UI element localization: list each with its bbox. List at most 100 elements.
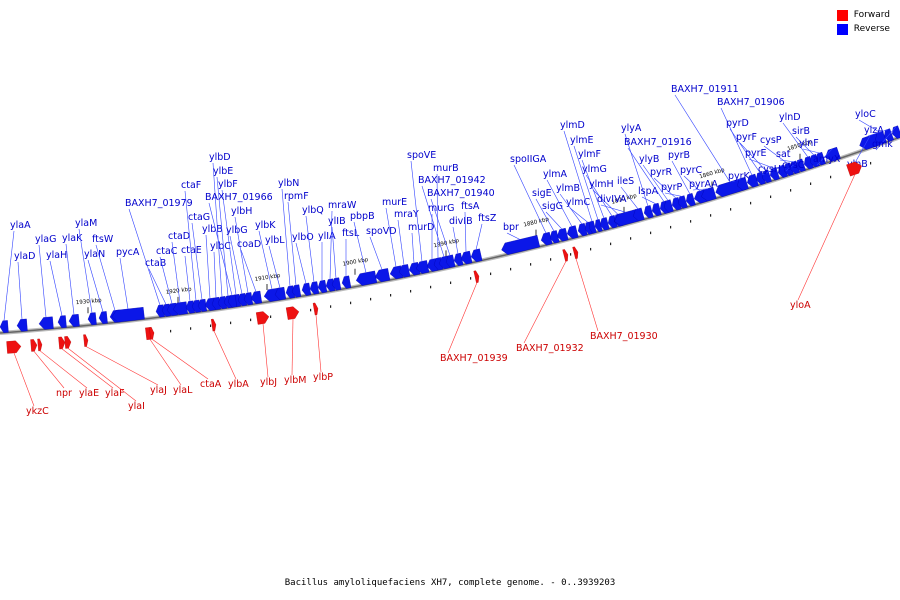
gene-leader-ylbn: [281, 188, 291, 287]
gene-label-npr: npr: [56, 388, 72, 399]
gene-leader-pyrf: [739, 142, 767, 172]
gene-label-sat: sat: [776, 149, 791, 160]
gene-leader-ykzc: [13, 352, 35, 407]
gene-label-baxh7-01940: BAXH7_01940: [427, 188, 495, 199]
gene-leader-ylib: [331, 226, 337, 279]
gene-leader-ylmh: [592, 189, 619, 215]
gene-leader-ylan: [87, 259, 104, 312]
gene-leader-ylbm: [291, 318, 294, 376]
gene-label-ylme: ylmE: [570, 135, 594, 146]
gene-label-ylza: ylzA: [864, 125, 884, 136]
gene-leader-ylbj: [262, 323, 269, 378]
minor-tick: [170, 329, 172, 333]
gene-leader-ctab: [148, 268, 167, 305]
gene-arrow-rpmf: [291, 284, 302, 298]
gene-leader-baxh7-01916: [627, 147, 665, 202]
gene-arrow-coad: [250, 290, 263, 304]
gene-leader-coad: [240, 249, 257, 292]
gene-leader-ylbl: [268, 245, 281, 288]
gene-leader-ylnf: [802, 148, 821, 154]
gene-label-baxh7-01930: BAXH7_01930: [590, 331, 658, 342]
gene-label-ylbk: ylbK: [255, 220, 276, 231]
tick-label: 1880 kbp: [523, 216, 550, 228]
gene-leader-pyraa: [692, 188, 709, 191]
gene-label-pyca: pycA: [116, 247, 140, 258]
gene-arrow-baxh7-01966: [227, 294, 238, 308]
gene-label-baxh7-01932: BAXH7_01932: [516, 343, 584, 354]
gene-leader-ctac: [159, 256, 173, 304]
gene-label-ylam: ylaM: [75, 218, 97, 229]
gene-arrow-pyrb: [685, 193, 696, 207]
gene-label-baxh7-01966: BAXH7_01966: [205, 192, 273, 203]
gene-leader-ylya: [624, 133, 649, 207]
minor-tick: [410, 289, 412, 293]
gene-leader-ylbp: [315, 314, 322, 373]
gene-leader-ctae: [184, 255, 191, 302]
gene-label-cysp: cysP: [760, 135, 782, 146]
forward-swatch: [836, 9, 848, 21]
gene-leader-amyx: [816, 148, 833, 166]
map-caption: Bacillus amyloliquefaciens XH7, complete…: [284, 578, 616, 588]
minor-tick: [670, 225, 672, 229]
gene-leader-spove: [410, 160, 423, 262]
minor-tick: [610, 242, 612, 246]
gene-arrow-pyrp: [677, 195, 688, 209]
gene-label-baxh7-01942: BAXH7_01942: [418, 175, 486, 186]
gene-label-ylak: ylaK: [62, 233, 83, 244]
gene-leader-ylbo: [295, 242, 307, 284]
gene-leader-ylbe: [216, 176, 229, 296]
minor-tick: [770, 195, 772, 199]
gene-leader-lspa: [641, 196, 657, 205]
gene-leader-baxh7-01940: [430, 198, 451, 256]
gene-label-ftsz: ftsZ: [478, 213, 497, 224]
gene-leader-mraw: [329, 210, 333, 280]
gene-label-spovd: spoVD: [366, 226, 397, 237]
gene-arrow-ylaj: [83, 334, 89, 347]
gene-leader-pyrp: [664, 192, 683, 197]
gene-leader-ylak: [65, 243, 75, 315]
gene-leader-murb: [436, 173, 439, 259]
gene-leader-ylyb: [642, 164, 669, 201]
gene-label-ylnf: ylnF: [799, 138, 819, 149]
gene-arrow-baxh7-01939: [473, 270, 480, 284]
gene-leader-sigg: [545, 211, 563, 230]
gene-label-cysc: cysC: [782, 160, 805, 171]
gene-leader-baxh7-01966: [208, 202, 233, 296]
gene-leader-ylbb: [205, 234, 211, 299]
gene-label-murb: murB: [433, 163, 459, 174]
gene-leader-ylza: [867, 129, 889, 137]
gene-label-ylae: ylaE: [79, 388, 99, 399]
gene-label-ylad: ylaD: [14, 251, 35, 262]
gene-label-baxh7-01939: BAXH7_01939: [440, 353, 508, 364]
gene-label-pyrp: pyrP: [661, 182, 683, 193]
gene-leader-ylae: [39, 350, 88, 389]
gene-leader-baxh7-01979: [128, 208, 161, 306]
gene-label-pyrk: pyrK: [728, 171, 751, 182]
gene-leader-murd: [411, 232, 415, 264]
minor-tick: [510, 267, 512, 271]
gene-leader-ftsz: [475, 223, 483, 250]
gene-arrow-iles: [633, 207, 645, 222]
gene-leader-cysc: [785, 159, 801, 172]
gene-label-ylma: ylmA: [543, 169, 568, 180]
minor-tick: [470, 277, 472, 280]
gene-label-ylbf: ylbF: [218, 179, 238, 190]
gene-label-ftsw: ftsW: [92, 234, 114, 245]
gene-leader-ylaa: [3, 230, 15, 321]
gene-leader-sige: [535, 198, 555, 232]
gene-leader-pbpb: [353, 221, 367, 273]
gene-arrow-ylam: [87, 312, 97, 326]
minor-tick: [250, 318, 252, 322]
gene-label-ylah: ylaH: [46, 250, 67, 261]
gene-label-gmk: gmk: [872, 139, 893, 150]
gene-leader-pyre: [748, 158, 775, 169]
gene-label-ctac: ctaC: [156, 246, 178, 257]
gene-arrow-ylbj: [255, 311, 270, 325]
gene-arrow-lspa: [651, 202, 662, 217]
gene-arrow-ylae: [37, 338, 43, 352]
gene-label-ylbh: ylbH: [231, 206, 252, 217]
gene-label-pyre: pyrE: [745, 148, 767, 159]
gene-label-ctag: ctaG: [188, 212, 210, 223]
